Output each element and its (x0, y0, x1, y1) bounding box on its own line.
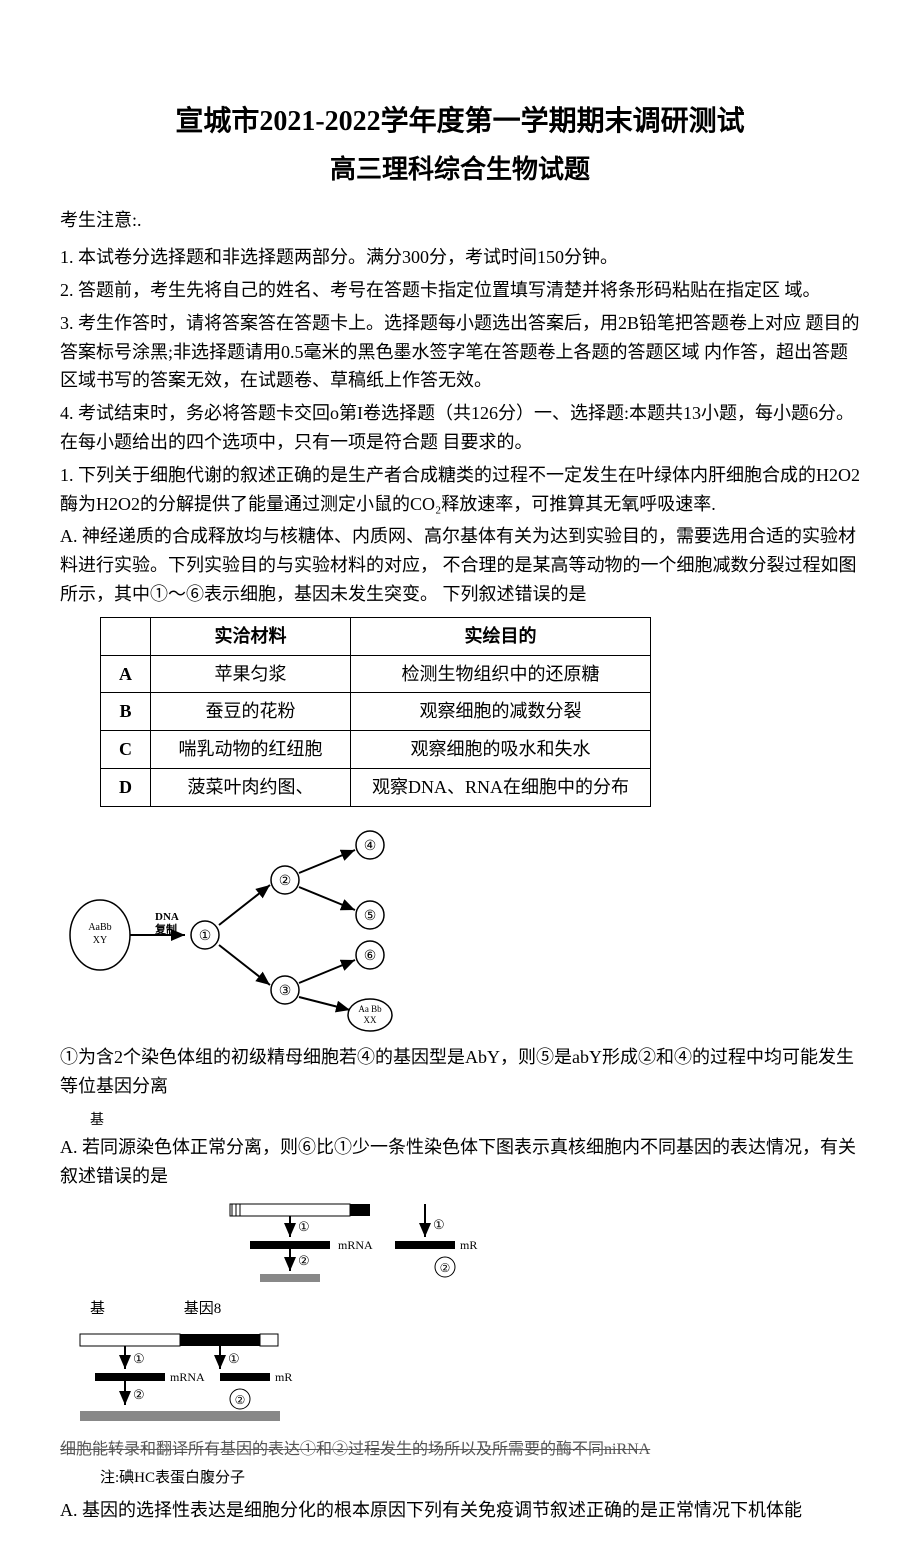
table-header-row: 实洽材料 实绘目的 (101, 617, 651, 655)
svg-text:复制: 复制 (154, 922, 177, 936)
material-table: 实洽材料 实绘目的 A 苹果匀浆 检测生物组织中的还原糖 B 蚕豆的花粉 观察细… (100, 617, 651, 807)
instruction-5: 1. 下列关于细胞代谢的叙述正确的是生产者合成糖类的过程不一定发生在叶绿体内肝细… (60, 461, 860, 519)
table-row: D 菠菜叶肉约图、 观察DNA、RNA在细胞中的分布 (101, 768, 651, 806)
svg-text:①: ① (199, 929, 212, 944)
instruction-1: 1. 本试卷分选择题和非选择题两部分。满分300分，考试时间150分钟。 (60, 243, 860, 272)
svg-text:Aa Bb: Aa Bb (358, 1004, 382, 1014)
instruction-4: 4. 考试结束时，务必将答题卡交回o第I卷选择题（共126分）一、选择题:本题共… (60, 399, 860, 457)
svg-text:mRNA: mRNA (338, 1238, 373, 1252)
svg-text:mR: mR (460, 1238, 477, 1252)
svg-text:⑤: ⑤ (364, 909, 377, 924)
page-subtitle: 高三理科综合生物试题 (60, 149, 860, 191)
item-a2-prefix: A. 若同源染色体正常分离，则⑥比①少一条性染色体下图表示真核细胞内不同基因的表… (60, 1133, 860, 1191)
cell-b-2: 观察细胞的减数分裂 (351, 693, 651, 731)
footnote: 注:碘HC表蛋白腹分子 (100, 1466, 860, 1490)
svg-text:mR: mR (275, 1370, 292, 1384)
table-header-0 (101, 617, 151, 655)
svg-text:AaBb: AaBb (88, 922, 111, 933)
svg-text:①: ① (433, 1217, 445, 1232)
svg-text:①: ① (228, 1351, 240, 1366)
svg-text:XY: XY (93, 935, 107, 946)
cell-c-2: 观察细胞的吸水和失水 (351, 731, 651, 769)
gene-labels-row: 基 基因8 (90, 1297, 860, 1321)
gene-expression-diagram-top: ① mRNA ② ① mR ② (220, 1199, 860, 1289)
cell-c-1: 喘乳动物的红纽胞 (151, 731, 351, 769)
gene-expression-diagram-bottom: ① ① mRNA mR ② ② (70, 1329, 860, 1429)
instruction-2: 2. 答题前，考生先将自己的姓名、考号在答题卡指定位置填写清楚并将条形码粘贴在指… (60, 276, 860, 305)
table-header-1: 实洽材料 (151, 617, 351, 655)
cell-d-0: D (101, 768, 151, 806)
instruction-6: A. 神经递质的合成释放均与核糖体、内质网、高尔基体有关为达到实验目的，需要选用… (60, 522, 860, 608)
bottom-merged-text: 细胞能转录和翻译所有基因的表达①和②过程发生的场所以及所需要的酶不同niRNA (60, 1437, 860, 1463)
cell-b-0: B (101, 693, 151, 731)
svg-text:DNA: DNA (155, 911, 179, 923)
cell-a-2: 检测生物组织中的还原糖 (351, 655, 651, 693)
svg-text:②: ② (133, 1387, 145, 1402)
svg-text:②: ② (235, 1393, 246, 1407)
last-item: A. 基因的选择性表达是细胞分化的根本原因下列有关免疫调节叙述正确的是正常情况下… (60, 1496, 860, 1525)
svg-text:②: ② (279, 874, 292, 889)
svg-text:②: ② (298, 1253, 310, 1268)
svg-text:⑥: ⑥ (364, 949, 377, 964)
table-row: A 苹果匀浆 检测生物组织中的还原糖 (101, 655, 651, 693)
gene-label-a-small: 基 (90, 1113, 104, 1128)
svg-text:①: ① (133, 1351, 145, 1366)
svg-text:①: ① (298, 1219, 310, 1234)
svg-text:mRNA: mRNA (170, 1370, 205, 1384)
cell-a-0: A (101, 655, 151, 693)
svg-text:②: ② (440, 1261, 451, 1275)
svg-text:④: ④ (364, 839, 377, 854)
cell-a-1: 苹果匀浆 (151, 655, 351, 693)
gene-a-label: 基 (90, 1297, 180, 1321)
meiosis-diagram: AaBb XY DNA 复制 ① ② ③ ④ ⑤ ⑥ Aa Bb XX (60, 815, 860, 1035)
cell-b-1: 蚕豆的花粉 (151, 693, 351, 731)
svg-text:XX: XX (364, 1015, 377, 1025)
instruction-3: 3. 考生作答时，请将答案答在答题卡上。选择题每小题选出答案后，用2B铅笔把答题… (60, 309, 860, 395)
cell-d-1: 菠菜叶肉约图、 (151, 768, 351, 806)
cell-c-0: C (101, 731, 151, 769)
gene-b-label: 基因8 (184, 1301, 222, 1317)
notice-label: 考生注意:. (60, 206, 860, 235)
table-row: B 蚕豆的花粉 观察细胞的减数分裂 (101, 693, 651, 731)
cell-d-2: 观察DNA、RNA在细胞中的分布 (351, 768, 651, 806)
table-header-2: 实绘目的 (351, 617, 651, 655)
page-title: 宣城市2021-2022学年度第一学期期末调研测试 (60, 100, 860, 145)
after-diagram-text: ①为含2个染色体组的初级精母细胞若④的基因型是AbY，则⑤是abY形成②和④的过… (60, 1047, 854, 1096)
svg-text:③: ③ (279, 984, 292, 999)
table-row: C 喘乳动物的红纽胞 观察细胞的吸水和失水 (101, 731, 651, 769)
